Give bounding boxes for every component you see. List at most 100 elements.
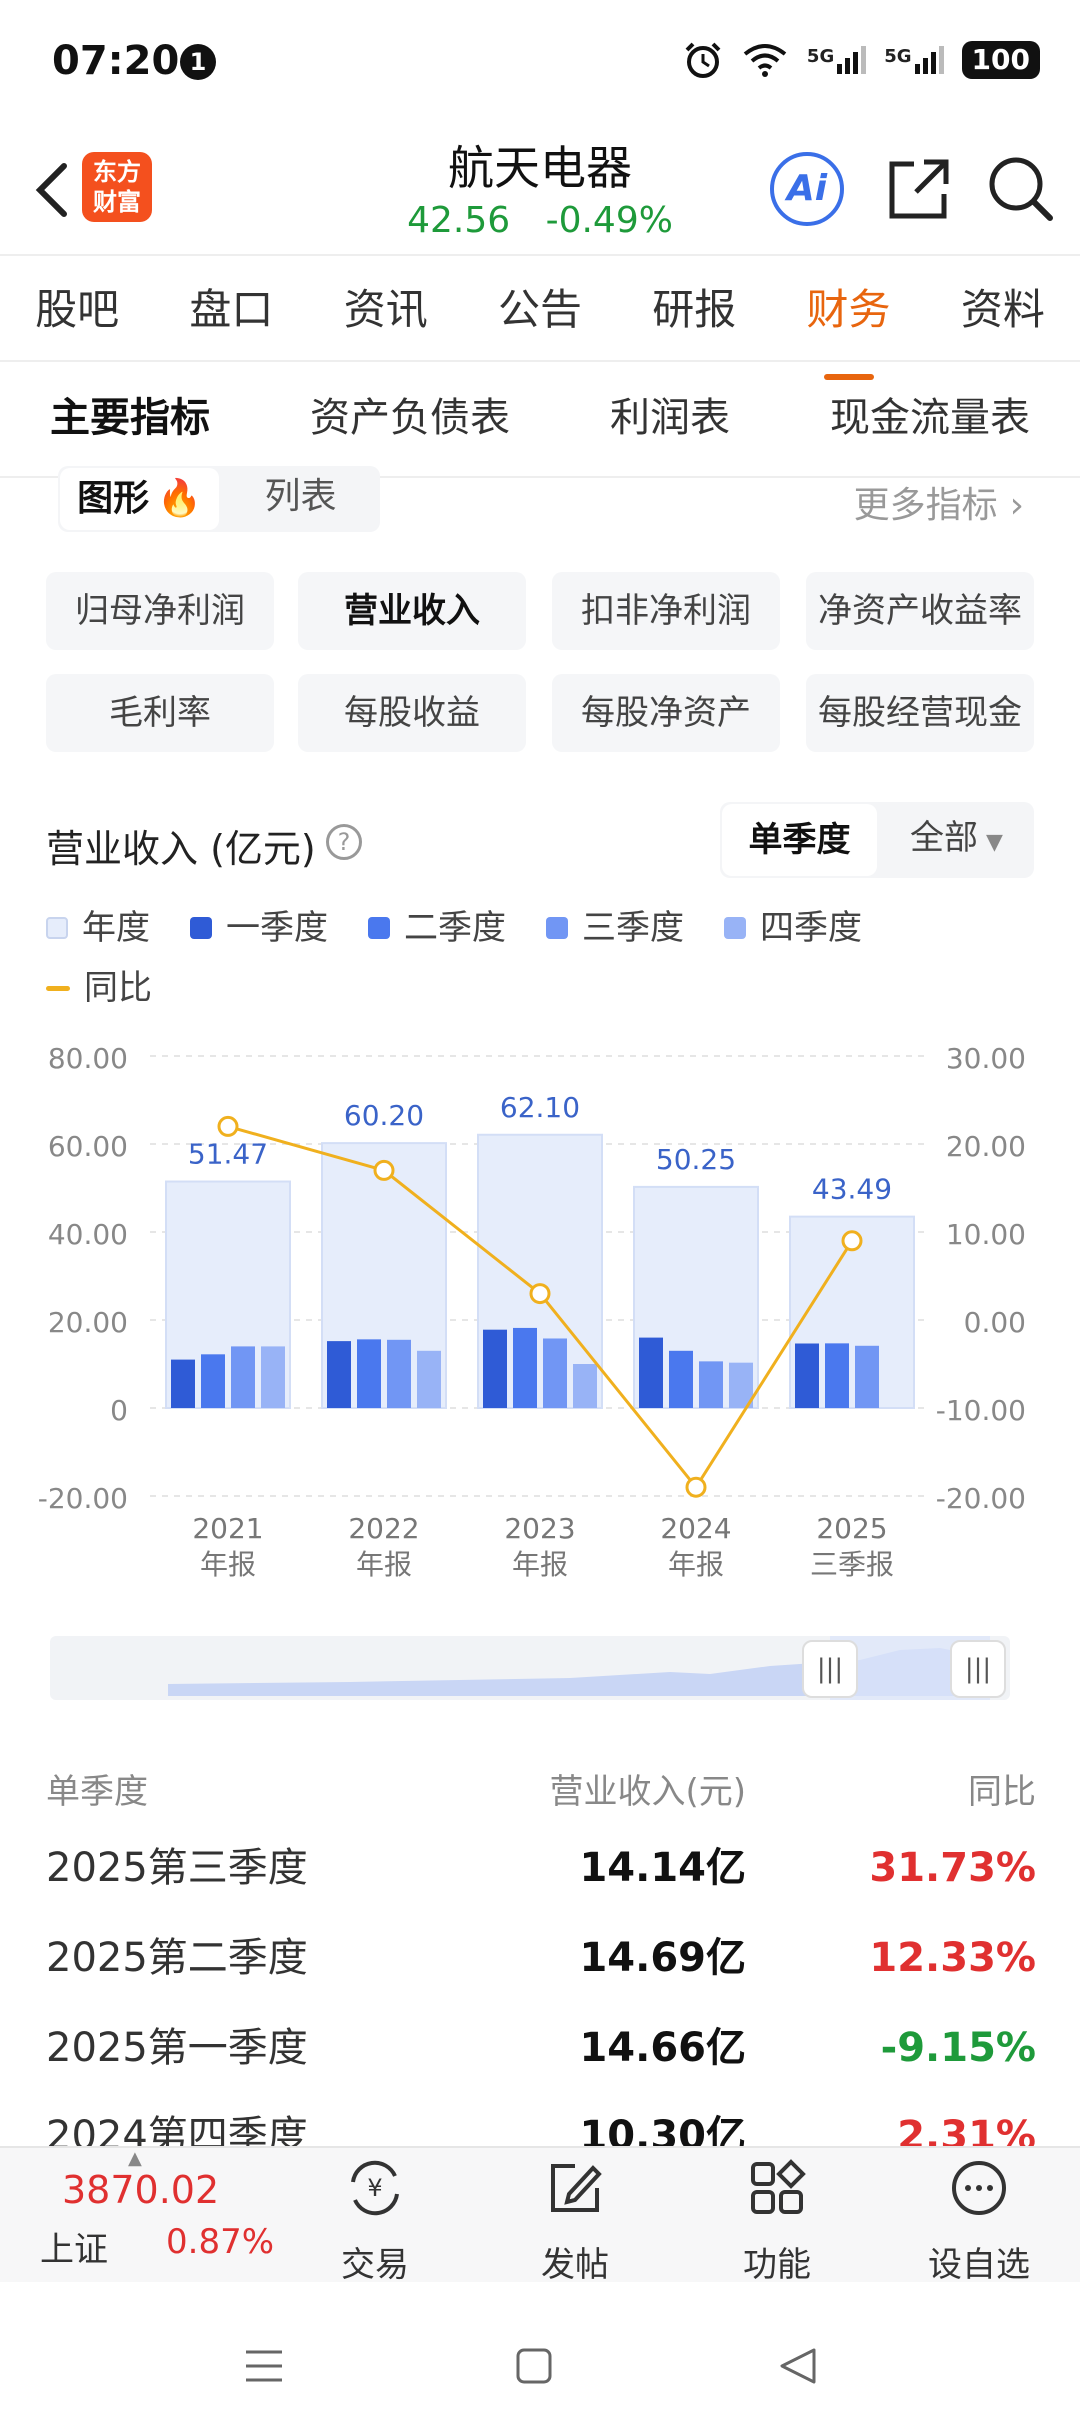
right-tick-label: -10.00 [936, 1394, 1026, 1427]
chip-gross-margin[interactable]: 毛利率 [46, 674, 274, 752]
yoy-point [529, 1283, 551, 1305]
chart-title: 营业收入 (亿元) [46, 827, 316, 871]
legend-swatch [46, 917, 68, 939]
subtab-balance-sheet[interactable]: 资产负债表 [310, 395, 510, 441]
finance-subtabs: 主要指标 资产负债表 利润表 现金流量表 [0, 388, 1080, 488]
chip-revenue[interactable]: 营业收入 [298, 572, 526, 650]
notification-badge: 1 [180, 44, 216, 80]
chip-net-profit[interactable]: 归母净利润 [46, 572, 274, 650]
header-divider [0, 254, 1080, 256]
category-label: 2024 [660, 1512, 731, 1545]
status-icons: 5G 5G 100 [683, 40, 1040, 80]
category-label: 2021 [192, 1512, 263, 1545]
legend-item[interactable]: 二季度 [368, 904, 506, 952]
subtab-income-statement[interactable]: 利润表 [610, 395, 730, 441]
legend-item[interactable]: 一季度 [190, 904, 328, 952]
nav-trade[interactable]: ¥ 交易 [310, 2158, 440, 2286]
legend-label: 一季度 [226, 908, 328, 948]
legend-item[interactable]: 同比 [46, 964, 152, 1012]
index-change[interactable]: 0.87% [166, 2222, 275, 2262]
stock-price: 42.56 [407, 200, 511, 241]
app-logo: 东方 财富 [82, 152, 152, 222]
nav-functions[interactable]: 功能 [712, 2158, 842, 2286]
right-tick-label: 10.00 [946, 1218, 1026, 1251]
tab-news[interactable]: 资讯 [343, 285, 428, 334]
tab-guba[interactable]: 股吧 [35, 285, 120, 334]
view-graph-option[interactable]: 图形 🔥 [60, 468, 219, 530]
category-sublabel: 三季报 [810, 1548, 894, 1581]
annual-value-label: 62.10 [500, 1091, 580, 1124]
period-toggle: 单季度 全部 ▼ [720, 802, 1034, 878]
svg-text:¥: ¥ [367, 2174, 382, 2202]
nav-post[interactable]: 发帖 [510, 2158, 640, 2286]
help-icon[interactable]: ? [326, 824, 362, 860]
tab-announcements[interactable]: 公告 [497, 285, 582, 334]
table-row[interactable]: 2025第三季度 14.14亿 31.73% [46, 1845, 1036, 1891]
tab-research[interactable]: 研报 [652, 285, 737, 334]
quarter-bar [513, 1327, 537, 1408]
range-handle-left[interactable]: ||| [802, 1640, 858, 1698]
chip-bvps[interactable]: 每股净资产 [552, 674, 780, 752]
quarter-bar [231, 1346, 255, 1408]
range-slider[interactable] [50, 1636, 1010, 1700]
quarter-bar [417, 1350, 441, 1408]
back-nav-icon[interactable] [778, 2346, 818, 2386]
nav-watchlist[interactable]: 设自选 [914, 2158, 1044, 2286]
search-icon[interactable] [986, 154, 1056, 224]
quarter-bar [327, 1341, 351, 1408]
category-label: 2025 [816, 1512, 887, 1545]
index-value[interactable]: 3870.02 [62, 2168, 220, 2212]
menu-icon[interactable] [244, 2346, 284, 2386]
edit-icon [551, 2164, 602, 2212]
right-tick-label: -20.00 [936, 1482, 1026, 1515]
tab-pankou[interactable]: 盘口 [189, 285, 274, 334]
chip-eps[interactable]: 每股收益 [298, 674, 526, 752]
ai-assistant-icon[interactable]: Ai [770, 152, 844, 226]
revenue-chart: 80.00 30.00 60.00 20.00 40.00 10.00 20.00 0.00 0… [38, 1042, 1026, 1581]
tab-profile[interactable]: 资料 [960, 285, 1045, 334]
chevron-right-icon: › [1009, 485, 1024, 526]
legend-label: 年度 [82, 908, 150, 948]
tabs-divider [0, 360, 1080, 362]
yoy-point [685, 1476, 707, 1498]
table-row[interactable]: 2025第一季度 14.66亿 -9.15% [46, 2025, 1036, 2071]
chip-roe[interactable]: 净资产收益率 [806, 572, 1034, 650]
back-icon[interactable] [24, 150, 84, 230]
view-list-option[interactable]: 列表 [264, 476, 337, 517]
stock-change: -0.49% [545, 200, 673, 241]
left-tick-label: -20.00 [38, 1482, 128, 1515]
index-name[interactable]: 上证 [40, 2230, 108, 2270]
main-tabs: 股吧 盘口 资讯 公告 研报 财务 资料 [0, 280, 1080, 380]
category-sublabel: 年报 [668, 1548, 724, 1581]
signal-5g-icon-2: 5G [884, 46, 944, 74]
more-metrics-link[interactable]: 更多指标 › [853, 485, 1024, 526]
right-tick-label: 0.00 [964, 1306, 1026, 1339]
tab-finance[interactable]: 财务 [797, 280, 901, 380]
period-single-quarter[interactable]: 单季度 [722, 804, 877, 876]
more-circle-icon [952, 2161, 1006, 2215]
table-row[interactable]: 2025第二季度 14.69亿 12.33% [46, 1935, 1036, 1981]
legend-swatch [46, 985, 70, 991]
stock-price-row: 42.56 -0.49% [0, 200, 1080, 241]
legend-label: 二季度 [404, 908, 506, 948]
subtab-cash-flow[interactable]: 现金流量表 [830, 395, 1030, 441]
legend-item[interactable]: 三季度 [546, 904, 684, 952]
annual-value-label: 43.49 [812, 1173, 892, 1206]
period-all-dropdown[interactable]: 全部 ▼ [910, 818, 1003, 858]
quarter-bar [201, 1354, 225, 1408]
home-icon[interactable] [514, 2346, 554, 2386]
quarter-bar [573, 1364, 597, 1408]
legend-item[interactable]: 四季度 [724, 904, 862, 952]
chip-ocfps[interactable]: 每股经营现金 [806, 674, 1034, 752]
share-icon[interactable] [884, 154, 954, 224]
range-handle-right[interactable]: ||| [950, 1640, 1006, 1698]
quarter-bar [699, 1361, 723, 1408]
legend-item[interactable]: 年度 [46, 904, 150, 952]
legend-swatch [190, 917, 212, 939]
battery-icon: 100 [961, 41, 1040, 79]
subtab-key-metrics[interactable]: 主要指标 [50, 388, 210, 488]
range-preview [168, 1636, 990, 1700]
yoy-point [373, 1159, 395, 1181]
legend-label: 同比 [84, 968, 152, 1008]
chip-deducted-profit[interactable]: 扣非净利润 [552, 572, 780, 650]
